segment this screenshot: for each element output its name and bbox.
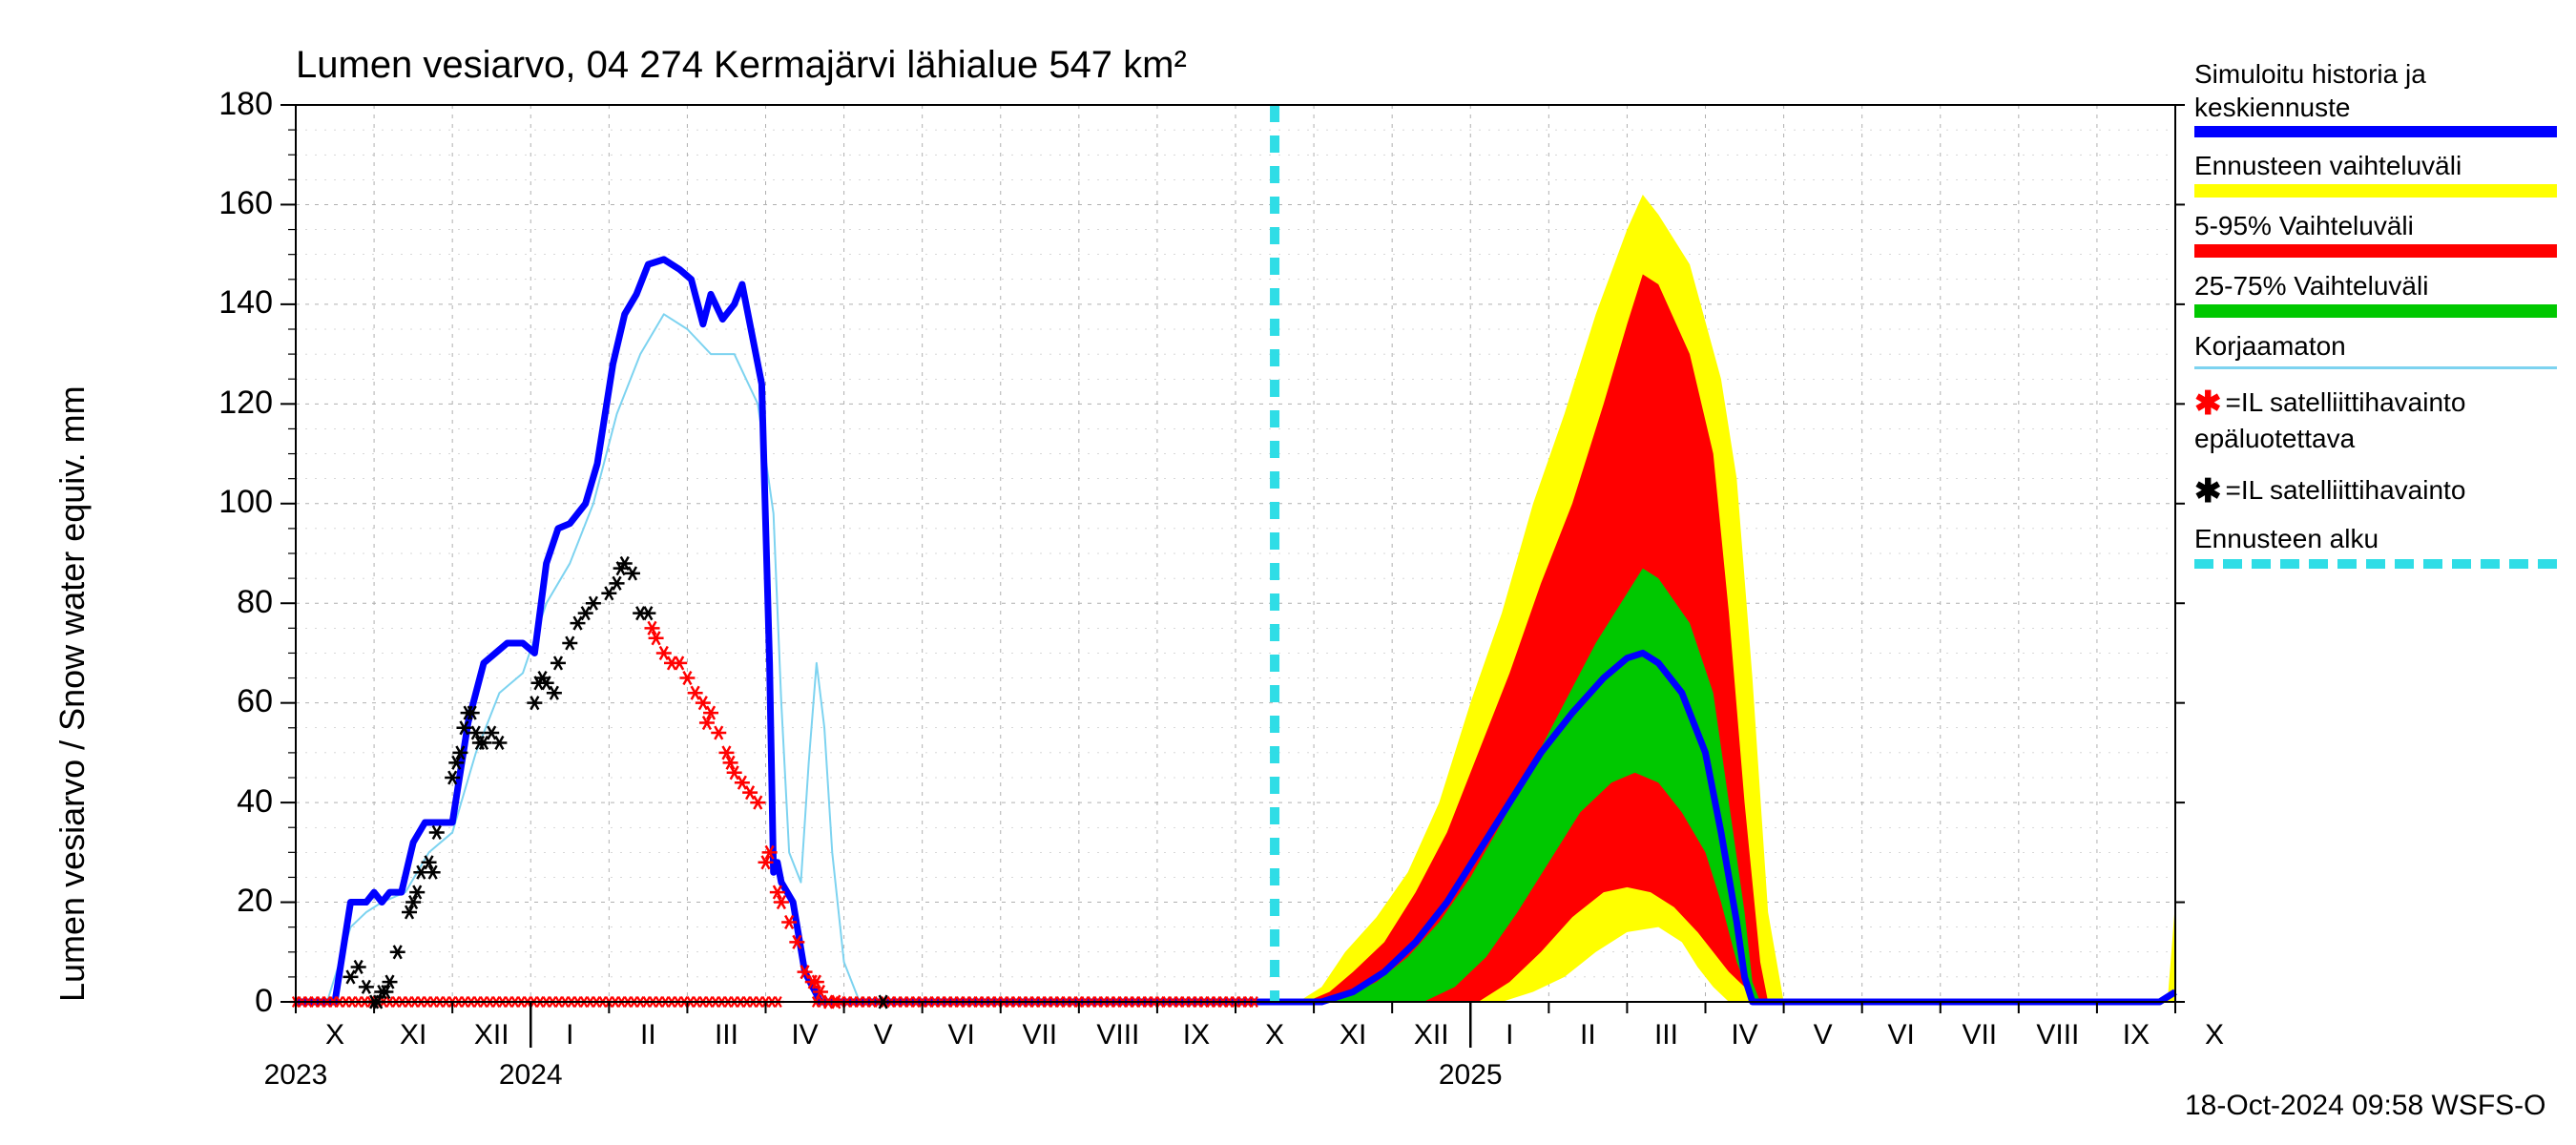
x-tick-label: XI [400, 1019, 426, 1051]
y-tick-label: 40 [237, 783, 273, 821]
legend-swatch [2194, 126, 2557, 137]
y-tick-label: 100 [218, 484, 273, 521]
y-tick-label: 120 [218, 385, 273, 422]
legend: Simuloitu historia jakeskiennuste Ennuste… [2194, 57, 2557, 580]
x-tick-label: IX [2123, 1019, 2150, 1051]
x-tick-label: IX [1183, 1019, 1210, 1051]
legend-item: Ennusteen vaihteluväli [2194, 149, 2557, 198]
legend-label: =IL satelliittihavainto [2226, 387, 2466, 417]
x-tick-label: X [2205, 1019, 2224, 1051]
year-label: 2025 [1439, 1059, 1503, 1092]
x-tick-label: I [566, 1019, 573, 1051]
legend-label: Ennusteen alku [2194, 522, 2557, 555]
x-tick-label: VIII [2036, 1019, 2079, 1051]
legend-swatch [2194, 559, 2557, 569]
x-tick-label: VI [1888, 1019, 1915, 1051]
x-tick-label: VIII [1096, 1019, 1139, 1051]
x-tick-label: XII [1414, 1019, 1449, 1051]
x-tick-label: V [874, 1019, 893, 1051]
x-tick-label: III [715, 1019, 738, 1051]
x-tick-label: II [1580, 1019, 1596, 1051]
x-tick-label: III [1654, 1019, 1678, 1051]
chart-title: Lumen vesiarvo, 04 274 Kermajärvi lähial… [296, 44, 1187, 87]
year-label: 2024 [499, 1059, 563, 1092]
x-tick-label: V [1814, 1019, 1833, 1051]
legend-item: 5-95% Vaihteluväli [2194, 209, 2557, 258]
y-axis-label: Lumen vesiarvo / Snow water equiv. mm [52, 385, 93, 1002]
y-tick-label: 180 [218, 86, 273, 123]
y-tick-label: 20 [237, 883, 273, 920]
x-tick-label: X [1265, 1019, 1284, 1051]
x-tick-label: X [325, 1019, 344, 1051]
x-tick-label: VII [1962, 1019, 1997, 1051]
legend-star-icon: ✱ [2194, 385, 2222, 422]
x-tick-label: XI [1340, 1019, 1366, 1051]
legend-star-icon: ✱ [2194, 473, 2222, 510]
legend-label: 25-75% Vaihteluväli [2194, 269, 2557, 302]
x-tick-label: II [640, 1019, 656, 1051]
legend-item: Simuloitu historia jakeskiennuste [2194, 57, 2557, 137]
legend-swatch [2194, 366, 2557, 369]
legend-label: 5-95% Vaihteluväli [2194, 209, 2557, 242]
x-tick-label: XII [474, 1019, 509, 1051]
legend-label: =IL satelliittihavainto [2226, 475, 2466, 505]
x-tick-label: I [1506, 1019, 1513, 1051]
legend-item: Korjaamaton [2194, 329, 2557, 369]
plot-svg [0, 0, 2576, 1145]
x-tick-label: IV [791, 1019, 818, 1051]
legend-item: ✱=IL satelliittihavainto epäluotettava [2194, 381, 2557, 455]
legend-item: Ennusteen alku [2194, 522, 2557, 569]
x-tick-label: VII [1022, 1019, 1057, 1051]
y-tick-label: 60 [237, 683, 273, 720]
y-tick-label: 140 [218, 284, 273, 322]
legend-sublabel: epäluotettava [2194, 422, 2557, 455]
legend-label: Simuloitu historia jakeskiennuste [2194, 57, 2557, 124]
chart-container: Lumen vesiarvo, 04 274 Kermajärvi lähial… [0, 0, 2576, 1145]
y-tick-label: 80 [237, 584, 273, 621]
legend-swatch [2194, 184, 2557, 198]
legend-label: Korjaamaton [2194, 329, 2557, 363]
x-tick-label: VI [948, 1019, 975, 1051]
year-label: 2023 [264, 1059, 328, 1092]
legend-swatch [2194, 304, 2557, 318]
y-tick-label: 160 [218, 185, 273, 222]
legend-item: ✱=IL satelliittihavainto [2194, 468, 2557, 510]
x-tick-label: IV [1731, 1019, 1757, 1051]
legend-item: 25-75% Vaihteluväli [2194, 269, 2557, 318]
legend-label: Ennusteen vaihteluväli [2194, 149, 2557, 182]
y-tick-label: 0 [255, 983, 273, 1020]
legend-swatch [2194, 244, 2557, 258]
footer-timestamp: 18-Oct-2024 09:58 WSFS-O [2185, 1090, 2546, 1122]
